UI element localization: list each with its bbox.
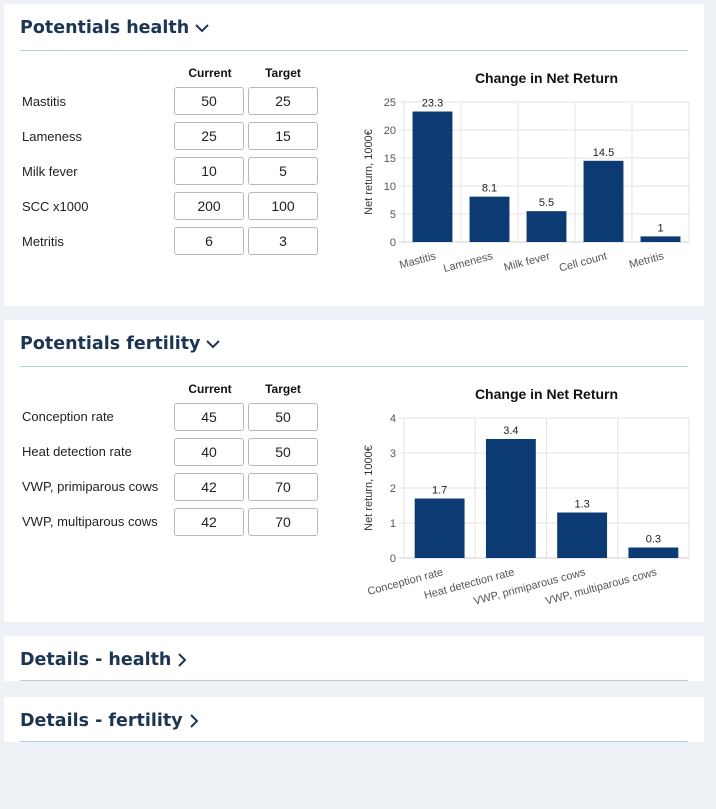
chevron-down-icon bbox=[206, 340, 221, 349]
scc-target-input[interactable] bbox=[248, 192, 318, 220]
bar-value-label: 1 bbox=[657, 222, 663, 234]
bar bbox=[583, 160, 624, 242]
milk-fever-target-input[interactable] bbox=[248, 157, 318, 185]
chart-title: Change in Net Return bbox=[475, 386, 618, 402]
y-tick-label: 4 bbox=[390, 413, 396, 425]
vwp-primiparous-target-input[interactable] bbox=[248, 473, 318, 501]
details-fertility-header[interactable]: Details - fertility bbox=[20, 697, 688, 742]
metritis-current-input[interactable] bbox=[174, 227, 244, 255]
potentials-fertility-header[interactable]: Potentials fertility bbox=[20, 320, 688, 367]
heat-detection-current-input[interactable] bbox=[174, 438, 244, 466]
details-fertility-title: Details - fertility bbox=[20, 711, 183, 731]
details-fertility-panel: Details - fertility bbox=[4, 697, 704, 742]
fertility-row-label: Heat detection rate bbox=[22, 444, 132, 459]
fertility-row-label: VWP, primiparous cows bbox=[22, 479, 159, 494]
fertility-current-column-header: Current bbox=[188, 382, 232, 396]
chevron-down-icon bbox=[195, 24, 209, 33]
y-tick-label: 0 bbox=[390, 553, 396, 565]
y-tick-label: 20 bbox=[384, 125, 396, 137]
details-health-title-toggle[interactable]: Details - health bbox=[20, 650, 187, 670]
bar bbox=[557, 512, 608, 558]
chevron-right-icon bbox=[189, 714, 199, 728]
potentials-health-header[interactable]: Potentials health bbox=[20, 4, 688, 51]
vwp-primiparous-current-input[interactable] bbox=[174, 473, 244, 501]
potentials-health-panel: Potentials health Current Target Mastiti… bbox=[4, 4, 704, 306]
x-tick-label: Cell count bbox=[558, 250, 608, 274]
health-target-column-header: Target bbox=[265, 66, 301, 80]
details-health-header[interactable]: Details - health bbox=[20, 636, 688, 681]
health-row-label: Mastitis bbox=[22, 94, 67, 109]
y-axis-label: Net return, 1000€ bbox=[363, 129, 375, 215]
mastitis-current-input[interactable] bbox=[174, 87, 244, 115]
x-tick-label: Metritis bbox=[628, 250, 666, 271]
details-fertility-title-toggle[interactable]: Details - fertility bbox=[20, 711, 199, 731]
conception-rate-current-input[interactable] bbox=[174, 403, 244, 431]
bar-value-label: 8.1 bbox=[482, 183, 497, 195]
fertility-target-column-header: Target bbox=[265, 382, 301, 396]
conception-rate-target-input[interactable] bbox=[248, 403, 318, 431]
details-health-panel: Details - health bbox=[4, 636, 704, 681]
health-net-return-chart: Change in Net Return Net return, 1000€ 0 5 1… bbox=[363, 70, 690, 275]
bar-value-label: 3.4 bbox=[503, 425, 518, 437]
metritis-target-input[interactable] bbox=[248, 227, 318, 255]
potentials-fertility-title-toggle[interactable]: Potentials fertility bbox=[20, 334, 221, 354]
fertility-row-label: Conception rate bbox=[22, 409, 114, 424]
bar-value-label: 1.3 bbox=[574, 499, 589, 511]
fertility-row-label: VWP, multiparous cows bbox=[22, 514, 158, 529]
bar bbox=[526, 211, 567, 242]
milk-fever-current-input[interactable] bbox=[174, 157, 244, 185]
x-tick-label: Mastitis bbox=[398, 250, 438, 271]
vwp-multiparous-target-input[interactable] bbox=[248, 508, 318, 536]
bar bbox=[485, 439, 536, 558]
scc-current-input[interactable] bbox=[174, 192, 244, 220]
heat-detection-target-input[interactable] bbox=[248, 438, 318, 466]
health-row-label: Lameness bbox=[22, 129, 82, 144]
bar-value-label: 14.5 bbox=[593, 147, 614, 159]
health-row-label: Metritis bbox=[22, 234, 64, 249]
health-row-label: Milk fever bbox=[22, 164, 78, 179]
y-tick-label: 0 bbox=[390, 237, 396, 249]
bar-value-label: 5.5 bbox=[539, 197, 554, 209]
bar bbox=[414, 498, 465, 558]
potentials-health-title-toggle[interactable]: Potentials health bbox=[20, 18, 209, 38]
y-tick-label: 3 bbox=[390, 448, 396, 460]
bar bbox=[412, 111, 453, 242]
potentials-health-title: Potentials health bbox=[20, 18, 190, 38]
x-tick-label: Milk fever bbox=[503, 250, 552, 274]
bar-value-label: 23.3 bbox=[422, 98, 443, 110]
bar-value-label: 0.3 bbox=[646, 534, 661, 546]
x-tick-label: Lameness bbox=[442, 250, 495, 275]
y-tick-label: 1 bbox=[390, 518, 396, 530]
bar bbox=[640, 236, 681, 242]
y-tick-label: 10 bbox=[384, 181, 396, 193]
y-tick-label: 2 bbox=[390, 483, 396, 495]
y-axis-label: Net return, 1000€ bbox=[363, 445, 375, 531]
lameness-target-input[interactable] bbox=[248, 122, 318, 150]
lameness-current-input[interactable] bbox=[174, 122, 244, 150]
mastitis-target-input[interactable] bbox=[248, 87, 318, 115]
details-health-title: Details - health bbox=[20, 650, 172, 670]
y-tick-label: 15 bbox=[384, 153, 396, 165]
health-row-label: SCC x1000 bbox=[22, 199, 89, 214]
chart-title: Change in Net Return bbox=[475, 70, 618, 86]
vwp-multiparous-current-input[interactable] bbox=[174, 508, 244, 536]
bar bbox=[469, 196, 510, 242]
y-tick-label: 25 bbox=[384, 97, 396, 109]
potentials-fertility-title: Potentials fertility bbox=[20, 334, 201, 354]
chevron-right-icon bbox=[178, 653, 187, 667]
fertility-net-return-chart: Change in Net Return Net return, 1000€ 0 1 2… bbox=[363, 386, 690, 608]
bar-value-label: 1.7 bbox=[432, 485, 447, 497]
potentials-fertility-panel: Potentials fertility Current Target Conc… bbox=[4, 320, 704, 622]
y-tick-label: 5 bbox=[390, 209, 396, 221]
bar bbox=[628, 547, 679, 558]
health-current-column-header: Current bbox=[188, 66, 232, 80]
